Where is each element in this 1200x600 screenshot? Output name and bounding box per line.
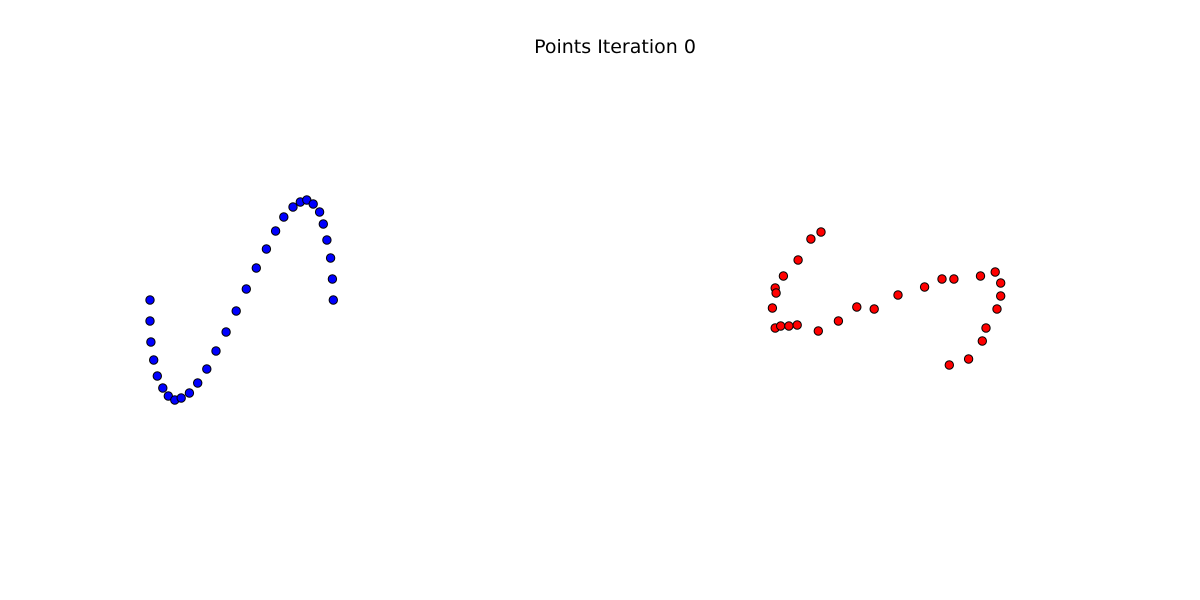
data-point-0-10 — [193, 378, 203, 388]
data-point-0-5 — [158, 383, 168, 393]
data-point-1-2 — [793, 255, 803, 265]
data-point-1-24 — [981, 323, 991, 333]
data-point-0-25 — [318, 219, 328, 229]
series-1 — [767, 227, 1006, 370]
data-point-1-22 — [996, 291, 1006, 301]
data-point-1-27 — [944, 360, 954, 370]
data-point-1-23 — [992, 304, 1002, 314]
data-point-0-0 — [145, 295, 155, 305]
data-point-0-16 — [251, 263, 261, 273]
data-point-0-19 — [279, 212, 289, 222]
data-point-1-25 — [977, 336, 987, 346]
data-point-1-13 — [852, 302, 862, 312]
data-point-0-13 — [221, 327, 231, 337]
data-point-1-16 — [919, 282, 930, 292]
data-point-0-24 — [314, 207, 325, 217]
data-point-1-5 — [771, 288, 781, 298]
data-point-0-26 — [322, 235, 332, 245]
data-point-0-11 — [202, 364, 212, 374]
data-point-0-12 — [211, 346, 221, 356]
plot-area — [145, 195, 1006, 405]
data-point-0-27 — [325, 253, 336, 263]
data-point-1-12 — [833, 316, 844, 326]
data-point-0-29 — [328, 295, 338, 305]
data-point-1-20 — [990, 267, 1000, 277]
data-point-1-11 — [813, 326, 823, 336]
data-point-1-15 — [893, 290, 903, 300]
data-point-1-21 — [996, 278, 1006, 288]
series-0 — [145, 195, 338, 405]
data-point-0-17 — [261, 244, 272, 254]
data-point-0-20 — [288, 202, 298, 212]
data-point-0-15 — [241, 284, 252, 294]
data-point-0-2 — [146, 337, 156, 347]
data-point-0-18 — [270, 226, 281, 236]
data-point-1-17 — [937, 274, 947, 284]
data-point-0-23 — [308, 199, 318, 209]
data-point-1-0 — [816, 227, 826, 237]
data-point-1-9 — [784, 321, 794, 331]
data-point-0-28 — [327, 274, 338, 284]
data-point-0-3 — [149, 355, 159, 365]
chart-title: Points Iteration 0 — [534, 36, 696, 58]
data-point-1-14 — [869, 304, 879, 314]
data-point-1-10 — [792, 320, 802, 330]
data-point-1-19 — [975, 271, 986, 281]
data-point-0-8 — [176, 393, 186, 403]
data-point-0-1 — [145, 316, 155, 326]
data-point-1-1 — [806, 234, 816, 244]
data-point-0-4 — [152, 371, 163, 381]
data-point-1-18 — [949, 274, 959, 284]
data-point-1-8 — [776, 321, 786, 331]
data-point-0-9 — [184, 388, 195, 398]
data-point-1-3 — [778, 271, 789, 281]
data-point-1-26 — [963, 354, 974, 364]
data-point-1-6 — [767, 303, 778, 313]
data-point-0-14 — [231, 306, 241, 316]
